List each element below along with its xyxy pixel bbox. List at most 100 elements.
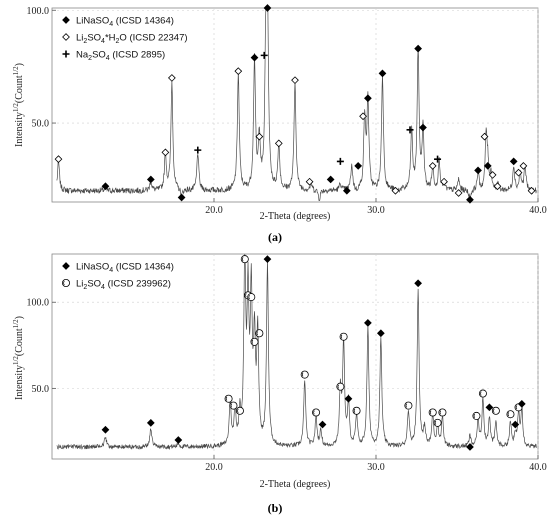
a-marker-39 (527, 186, 536, 195)
b-marker-13 (312, 408, 321, 417)
a-marker-6 (194, 146, 202, 154)
b-marker-26 (466, 443, 474, 451)
a-marker-34 (488, 171, 497, 179)
a-marker-18 (354, 162, 363, 170)
b-marker-20 (376, 329, 385, 338)
b-legend-label-0: LiNaSO4 (ICSD 14364) (76, 262, 174, 275)
b-legend-marker-1 (62, 278, 71, 287)
y-ticks-a: 50.0 100.0 (27, 6, 56, 130)
a-legend-label-1: Li2SO4*H2O (ICSD 22347) (76, 33, 188, 46)
gridlines-b (52, 254, 539, 459)
gridlines-a (52, 8, 539, 202)
a-marker-26 (428, 162, 437, 170)
b-marker-23 (428, 408, 437, 417)
a-marker-17 (342, 186, 351, 195)
b-marker-4 (229, 401, 238, 410)
peak-markers-a (54, 4, 536, 204)
b-marker-1 (146, 418, 155, 427)
legend-b: LiNaSO4 (ICSD 14364) Li2SO4 (ICSD 239962) (62, 262, 174, 292)
a-marker-1 (101, 182, 110, 191)
a-marker-29 (454, 189, 463, 197)
a-marker-2 (146, 175, 155, 184)
b-legend-marker-0 (62, 262, 70, 270)
b-marker-14 (318, 420, 327, 429)
b-xtick-label-1: 30.0 (367, 462, 385, 473)
x-axis-label-b: 2-Theta (degrees) (260, 479, 331, 490)
a-marker-4 (168, 74, 176, 82)
b-ytick-label-0: 50.0 (32, 384, 50, 395)
b-marker-21 (404, 401, 413, 410)
b-marker-15 (336, 382, 345, 391)
legend-a: LiNaSO4 (ICSD 14364) Li2SO4*H2O (ICSD 223… (62, 16, 188, 63)
a-marker-31 (474, 166, 482, 175)
a-marker-9 (255, 132, 264, 141)
b-marker-32 (511, 420, 520, 429)
plot-frame-a (51, 7, 539, 203)
y-ticks-b: 50.0 100.0 (27, 298, 56, 395)
b-marker-30 (491, 406, 500, 415)
a-marker-21 (378, 69, 387, 78)
b-marker-0 (101, 425, 110, 434)
a-marker-24 (414, 44, 422, 53)
a-marker-20 (364, 94, 372, 103)
x-ticks-b: 20.0 30.0 40.0 (205, 455, 547, 473)
b-marker-12 (300, 370, 309, 379)
b-legend-label-1: Li2SO4 (ICSD 239962) (76, 279, 171, 292)
a-marker-12 (274, 139, 283, 148)
b-marker-10 (255, 329, 264, 338)
a-marker-27 (434, 155, 442, 163)
a-marker-23 (406, 126, 414, 134)
a-marker-32 (480, 132, 489, 141)
a-marker-14 (305, 177, 314, 186)
y-axis-label-b: Intensity1/2(Count1/2) (12, 316, 25, 400)
a-ytick-label-0: 50.0 (32, 119, 50, 130)
a-xtick-label-2: 40.0 (529, 205, 547, 216)
a-marker-10 (260, 51, 268, 59)
panel-label-b: (b) (268, 501, 283, 515)
b-marker-34 (517, 400, 526, 408)
b-marker-16 (339, 332, 348, 341)
b-marker-17 (344, 394, 353, 403)
b-marker-28 (478, 389, 487, 398)
b-marker-6 (240, 255, 249, 264)
a-marker-37 (514, 168, 523, 177)
y-axis-label-a: Intensity1/2(Count1/2) (12, 63, 25, 147)
b-ytick-label-1: 100.0 (27, 298, 50, 309)
a-marker-19 (359, 112, 367, 121)
b-marker-5 (235, 406, 244, 415)
b-marker-19 (364, 319, 372, 327)
a-marker-0 (54, 155, 63, 164)
a-marker-11 (263, 4, 272, 12)
b-marker-25 (438, 408, 447, 417)
a-legend-marker-1 (62, 33, 70, 41)
b-marker-9 (250, 337, 259, 346)
a-legend-marker-0 (62, 16, 70, 24)
a-legend-label-0: LiNaSO4 (ICSD 14364) (76, 16, 174, 29)
a-marker-13 (291, 76, 299, 85)
b-marker-27 (472, 411, 481, 420)
b-marker-31 (506, 410, 515, 419)
b-marker-8 (247, 293, 256, 302)
a-marker-28 (440, 177, 448, 186)
a-marker-30 (466, 195, 474, 204)
a-xtick-label-0: 20.0 (205, 205, 223, 216)
a-marker-33 (483, 162, 492, 170)
a-marker-38 (519, 162, 528, 170)
pattern-line-b (56, 253, 537, 451)
a-marker-35 (493, 182, 502, 191)
chart-panel-b: 50.0 100.0 20.0 30.0 40.0 2-Theta (degrees)… (12, 253, 547, 515)
pattern-line-a (56, 7, 537, 202)
a-legend-label-2: Na2SO4 (ICSD 2895) (76, 50, 165, 63)
b-xtick-label-0: 20.0 (205, 462, 223, 473)
a-xtick-label-1: 30.0 (367, 205, 385, 216)
b-marker-11 (263, 255, 272, 264)
a-legend-marker-2 (62, 50, 70, 58)
b-marker-22 (414, 279, 422, 288)
a-marker-36 (509, 157, 518, 166)
b-marker-18 (352, 406, 361, 415)
a-marker-25 (419, 123, 427, 132)
panel-label-a: (a) (268, 230, 282, 244)
b-marker-24 (433, 418, 442, 427)
b-marker-3 (224, 394, 233, 403)
a-marker-3 (161, 148, 170, 157)
